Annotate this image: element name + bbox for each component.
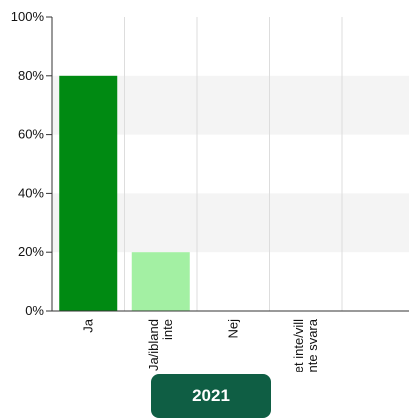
x-category-label: Vet inte/villinte svara (291, 318, 320, 372)
y-tick-label: 100% (11, 9, 45, 24)
x-category-label-line: Vet inte/vill (291, 319, 306, 372)
y-tick-label: 20% (18, 244, 44, 259)
y-tick-label: 80% (18, 68, 44, 83)
x-category-labels: Ja Ja/iblandinte Nej Vet inte/villinte svar… (80, 318, 320, 372)
x-category-label-line: inte (160, 319, 175, 340)
x-category-label-line: Ja/ibland (146, 319, 161, 371)
year-button[interactable]: 2021 (151, 374, 271, 418)
y-tick-label: 0% (25, 303, 44, 318)
bars (59, 75, 190, 311)
axes (46, 16, 409, 312)
y-tick-labels: 0% 20% 40% 60% 80% 100% (11, 9, 45, 318)
x-category-label: Ja (80, 318, 95, 333)
bar (59, 75, 118, 311)
y-tick-label: 60% (18, 127, 44, 142)
x-category-label-line: inte svara (305, 318, 320, 372)
bar (131, 252, 190, 311)
x-category-label: Nej (225, 319, 240, 339)
x-category-label-line: Nej (225, 319, 240, 339)
x-category-label-line: Ja (80, 318, 95, 333)
x-category-label: Ja/iblandinte (146, 319, 175, 371)
y-tick-label: 40% (18, 185, 44, 200)
vertical-gridlines (124, 17, 343, 311)
bar-chart: 0% 20% 40% 60% 80% 100% Ja Ja/iblandinte Nej Vet… (11, 9, 409, 372)
